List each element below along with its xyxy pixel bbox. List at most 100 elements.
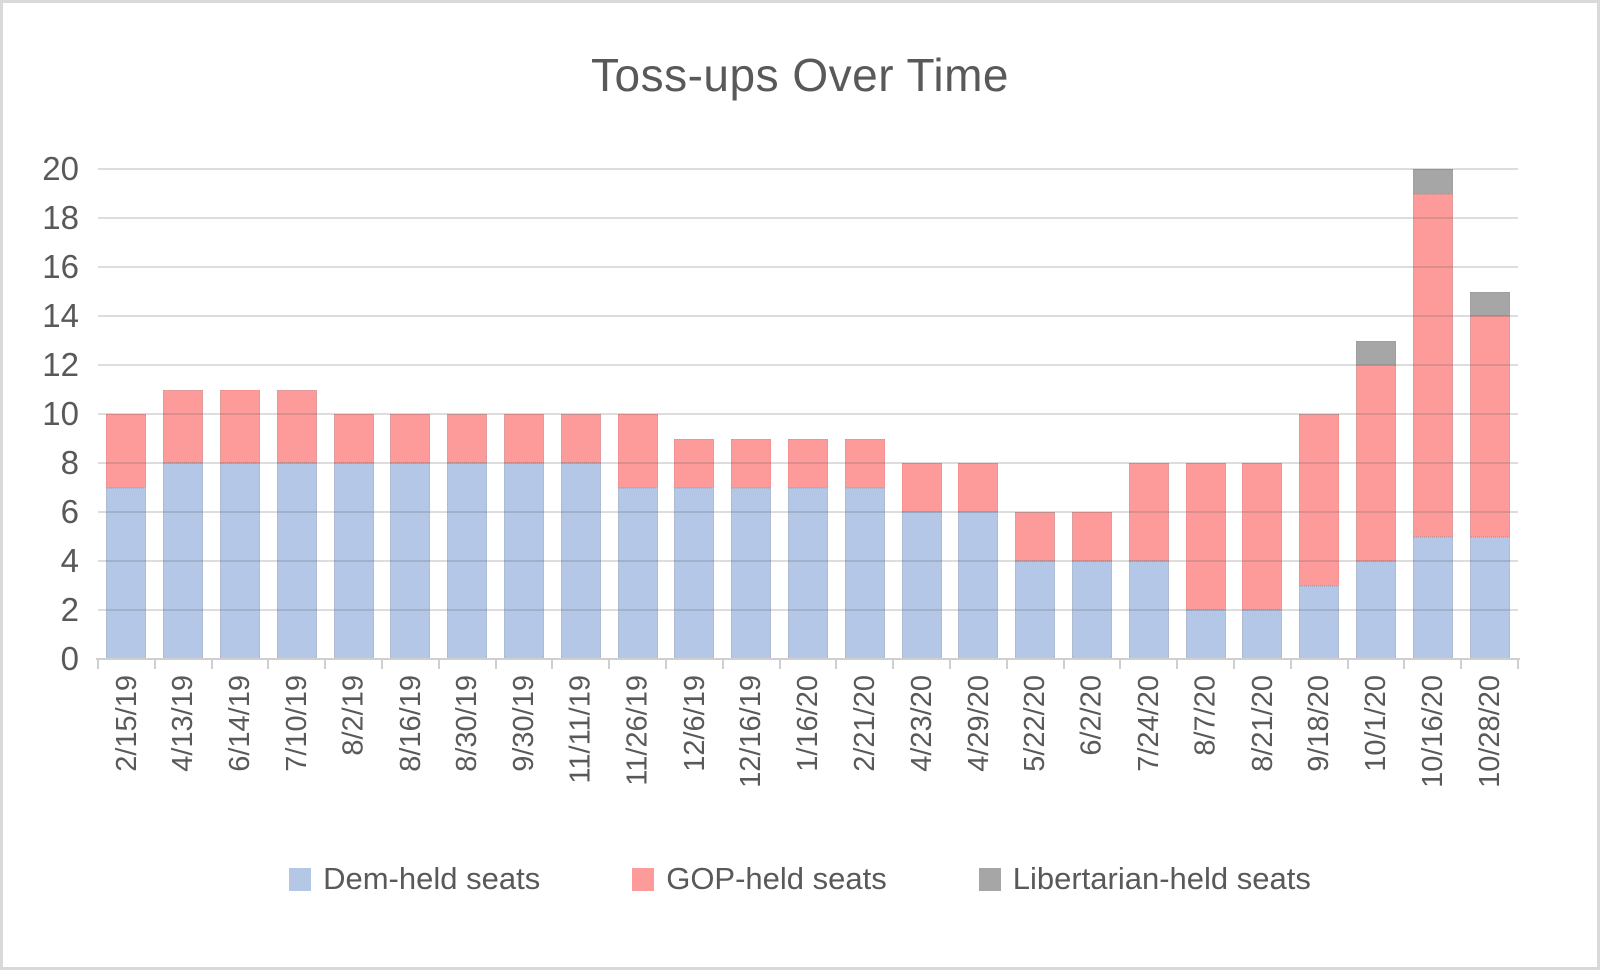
bar-segment: [560, 414, 601, 463]
x-axis-tick: [608, 659, 611, 669]
x-axis-tick: [1062, 659, 1065, 669]
legend: Dem-held seats GOP-held seats Libertarian-…: [3, 861, 1597, 897]
x-axis-label: 4/29/20: [962, 675, 995, 772]
x-axis-label: 8/30/19: [451, 675, 484, 772]
y-axis-tick-label: 6: [60, 493, 79, 530]
bar-segment: [390, 414, 431, 463]
x-axis-tick: [1289, 659, 1292, 669]
x-axis-label: 8/16/19: [394, 675, 427, 772]
x-axis-label: 11/26/19: [621, 675, 654, 786]
x-axis-label: 12/6/19: [678, 675, 711, 772]
x-axis-label: 7/10/19: [280, 675, 313, 772]
bar-segment: [163, 463, 204, 659]
bar-segment: [844, 438, 885, 488]
x-axis-label: 5/22/20: [1019, 675, 1052, 772]
gridline: [98, 217, 1518, 219]
bar-segment: [617, 414, 658, 488]
bar-segment: [844, 487, 885, 659]
bar-segment: [1185, 610, 1226, 659]
bar-segment: [617, 487, 658, 659]
bar-segment: [731, 438, 772, 488]
x-axis-tick: [835, 659, 838, 669]
x-axis-label: 12/16/19: [735, 675, 768, 788]
gridline: [98, 364, 1518, 366]
bar-segment: [1015, 512, 1056, 561]
x-axis-tick: [551, 659, 554, 669]
legend-item: Dem-held seats: [289, 861, 540, 897]
bar-segment: [220, 463, 260, 659]
gridline: [98, 609, 1518, 611]
gridline: [98, 315, 1518, 317]
x-axis-label: 9/30/19: [508, 675, 540, 772]
bar-segment: [1469, 316, 1510, 537]
x-axis-label: 2/15/19: [110, 675, 143, 772]
y-axis: 0 2 4 6 8 10 12 14 16 18 20: [3, 152, 79, 676]
bar-segment: [1128, 463, 1169, 561]
gridline: [98, 560, 1518, 562]
x-axis-tick: [210, 659, 213, 669]
y-axis-tick-label: 2: [60, 591, 79, 628]
bar-segment: [1299, 414, 1340, 586]
x-axis-tick: [153, 659, 156, 669]
x-axis-label: 2/21/20: [848, 675, 881, 772]
bar-segment: [504, 463, 544, 659]
y-axis-tick-label: 16: [42, 248, 79, 285]
y-axis-tick-label: 10: [42, 395, 79, 432]
x-axis-label: 4/13/19: [167, 675, 200, 772]
bar-segment: [106, 487, 147, 659]
x-axis-tick: [721, 659, 724, 669]
y-axis-tick-label: 12: [42, 346, 79, 383]
bar-segment: [447, 414, 488, 463]
bar-segment: [163, 389, 204, 463]
x-axis-tick: [97, 659, 99, 669]
x-axis-tick: [1460, 659, 1463, 669]
bar-segment: [1356, 561, 1396, 659]
bar-segment: [1015, 561, 1056, 659]
x-axis-label: 11/11/19: [564, 675, 597, 784]
x-axis-tick: [1176, 659, 1179, 669]
bar-segment: [1469, 291, 1510, 316]
x-axis-tick: [1233, 659, 1235, 669]
bar-segment: [390, 463, 431, 659]
y-axis-tick-label: 8: [60, 444, 79, 481]
bar-segment: [1412, 536, 1453, 659]
bar-segment: [788, 487, 828, 659]
x-axis-tick: [892, 659, 895, 669]
bar-segment: [958, 512, 999, 659]
bar-segment: [1356, 340, 1396, 365]
x-axis-label: 8/7/20: [1189, 675, 1222, 756]
x-axis-label: 10/28/20: [1473, 675, 1506, 788]
bar-segment: [1412, 193, 1453, 537]
x-axis-tick: [949, 659, 951, 669]
x-axis-line: [96, 658, 1520, 660]
legend-label: GOP-held seats: [666, 861, 887, 896]
legend-swatch: [632, 867, 655, 891]
x-axis-label: 10/1/20: [1360, 675, 1392, 772]
bar-segment: [1242, 610, 1283, 659]
x-axis-label: 10/16/20: [1416, 675, 1449, 788]
bar-segment: [1242, 463, 1283, 610]
bar-segment: [1469, 536, 1510, 659]
x-axis-tick: [381, 659, 383, 669]
y-axis-tick-label: 20: [42, 150, 79, 187]
bar-segment: [1185, 463, 1226, 610]
legend-swatch: [978, 867, 1001, 891]
bar-segment: [333, 414, 374, 463]
bar-segment: [276, 389, 317, 463]
gridline: [98, 168, 1518, 170]
gridline: [98, 511, 1518, 513]
y-axis-tick-label: 0: [60, 640, 79, 677]
bar-segment: [504, 414, 544, 463]
bar-segment: [560, 463, 601, 659]
bar-segment: [1128, 561, 1169, 659]
gridline: [98, 413, 1518, 415]
bar-segment: [901, 512, 942, 659]
x-axis-label: 4/23/20: [905, 675, 938, 772]
gridline: [98, 462, 1518, 464]
x-axis-tick: [267, 659, 270, 669]
x-axis-tick: [665, 659, 667, 669]
bar-segment: [106, 414, 147, 488]
legend-label: Dem-held seats: [323, 861, 541, 896]
bar-segment: [674, 487, 715, 659]
